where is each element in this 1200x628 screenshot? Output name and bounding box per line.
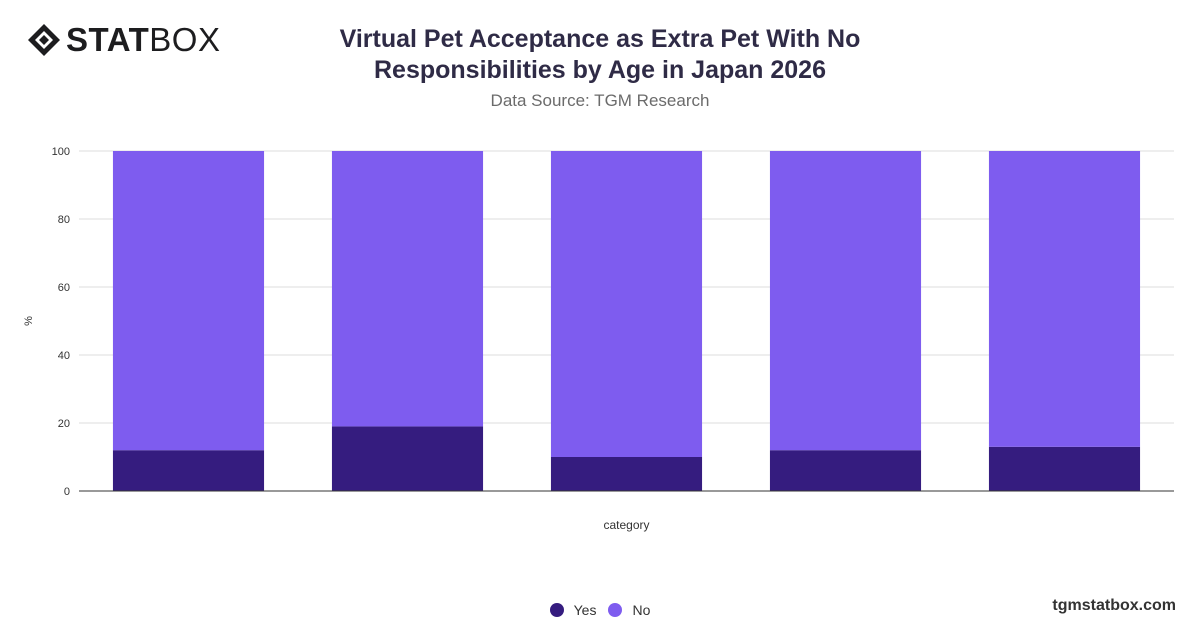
statbox-logo: STATBOX — [26, 22, 220, 58]
chart-title: Virtual Pet Acceptance as Extra Pet With… — [339, 25, 861, 84]
logo-text: STATBOX — [66, 22, 220, 58]
legend-label-no: No — [632, 602, 651, 618]
legend-label-yes: Yes — [573, 602, 597, 618]
legend-swatch-no — [608, 603, 623, 617]
axes: 0 20 40 60 80 100 category% — [23, 146, 1174, 532]
bar-no-5 — [988, 151, 1141, 447]
bar-no-2 — [331, 151, 484, 427]
legend-item-yes[interactable]: Yes — [549, 602, 597, 618]
bar-yes-2 — [331, 426, 484, 491]
bar-no-4 — [769, 151, 922, 451]
logo-text-bold: STAT — [66, 21, 150, 58]
y-axis-title: % — [23, 316, 35, 326]
stacked-bar-chart: 0 20 40 60 80 100 category% — [23, 146, 1174, 532]
x-axis-title: category — [603, 518, 649, 532]
y-tick-label: 60 — [58, 282, 70, 294]
chart-legend: Yes No — [0, 602, 1200, 618]
bars — [112, 151, 1141, 491]
watermark: tgmstatbox.com — [1052, 597, 1176, 614]
logo-text-light: BOX — [149, 21, 221, 58]
y-tick-label: 0 — [64, 486, 70, 498]
bar-yes-5 — [988, 446, 1141, 491]
legend-swatch-yes — [549, 603, 564, 617]
legend-item-no[interactable]: No — [608, 602, 650, 618]
bar-no-1 — [112, 151, 265, 451]
bar-yes-4 — [769, 450, 922, 491]
bar-yes-1 — [112, 450, 265, 491]
statbox-diamond-icon — [28, 24, 60, 56]
y-tick-label: 40 — [58, 350, 70, 362]
bar-yes-3 — [550, 457, 703, 491]
y-tick-label: 20 — [58, 418, 70, 430]
y-tick-label: 80 — [58, 214, 70, 226]
chart-subtitle: Data Source: TGM Research — [490, 91, 710, 110]
bar-no-3 — [550, 151, 703, 457]
y-tick-label: 100 — [52, 146, 70, 158]
